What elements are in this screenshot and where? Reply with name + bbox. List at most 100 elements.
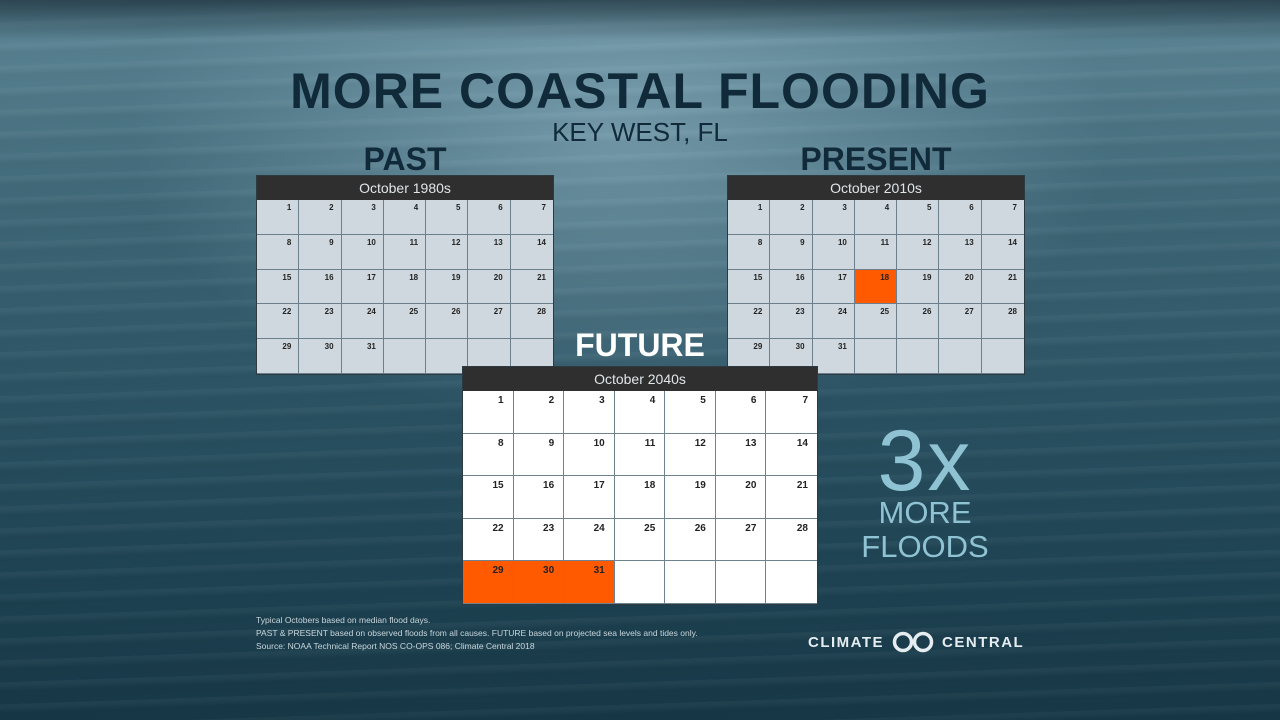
present-day-9: 9 bbox=[770, 234, 813, 270]
future-day-6: 6 bbox=[715, 391, 767, 434]
future-day-2: 2 bbox=[513, 391, 565, 434]
future-day-18: 18 bbox=[614, 476, 666, 519]
future-calendar-grid: 1 2 3 4 5 6 7 8 9 10 11 12 13 14 15 16 17 18 19 20 21 22 23 24 2… bbox=[463, 391, 817, 604]
past-day-12: 12 bbox=[426, 234, 469, 270]
present-day-19: 19 bbox=[897, 269, 940, 305]
future-day-28: 28 bbox=[766, 518, 817, 562]
future-day-16: 16 bbox=[513, 476, 565, 519]
present-day-31: 31 bbox=[812, 339, 855, 374]
footnotes: Typical Octobers based on median flood d… bbox=[256, 614, 698, 653]
future-heading: FUTURE bbox=[575, 327, 705, 363]
future-calendar: October 2040s 1 2 3 4 5 6 7 8 9 10 11 12 13 14 15 16 17 1… bbox=[462, 366, 818, 605]
present-empty-cell bbox=[854, 339, 898, 374]
past-day-23: 23 bbox=[299, 304, 342, 340]
present-heading: PRESENT bbox=[800, 141, 952, 177]
present-day-12: 12 bbox=[897, 234, 940, 270]
page-subtitle: KEY WEST, FL bbox=[552, 117, 728, 147]
future-day-17: 17 bbox=[564, 476, 615, 519]
past-day-6: 6 bbox=[468, 200, 511, 235]
future-day-5: 5 bbox=[665, 391, 716, 434]
present-day-5: 5 bbox=[897, 200, 940, 235]
past-day-10: 10 bbox=[341, 234, 384, 270]
past-day-30: 30 bbox=[299, 339, 342, 374]
future-day-1: 1 bbox=[463, 391, 514, 434]
present-empty-cell bbox=[981, 339, 1024, 374]
present-day-25: 25 bbox=[854, 304, 898, 340]
present-calendar: October 2010s 1 2 3 4 5 6 7 8 9 10 11 12 13 14 15 16 17 1… bbox=[727, 175, 1025, 375]
present-day-22: 22 bbox=[728, 304, 771, 340]
future-day-4: 4 bbox=[614, 391, 666, 434]
past-day-7: 7 bbox=[510, 200, 553, 235]
future-day-3: 3 bbox=[564, 391, 615, 434]
future-day-15: 15 bbox=[463, 476, 514, 519]
footnote-source: Source: NOAA Technical Report NOS CO-OPS… bbox=[256, 641, 535, 651]
future-day-26: 26 bbox=[665, 518, 716, 562]
past-day-11: 11 bbox=[383, 234, 427, 270]
present-day-7: 7 bbox=[981, 200, 1024, 235]
future-day-25: 25 bbox=[614, 518, 666, 562]
past-day-2: 2 bbox=[299, 200, 342, 235]
future-day-27: 27 bbox=[715, 518, 767, 562]
future-day-12: 12 bbox=[665, 433, 716, 477]
future-day-9: 9 bbox=[513, 433, 565, 477]
future-day-22: 22 bbox=[463, 518, 514, 562]
past-day-13: 13 bbox=[468, 234, 511, 270]
present-day-26: 26 bbox=[897, 304, 940, 340]
past-day-3: 3 bbox=[341, 200, 384, 235]
past-day-29: 29 bbox=[257, 339, 300, 374]
past-day-26: 26 bbox=[426, 304, 469, 340]
past-day-8: 8 bbox=[257, 234, 300, 270]
future-day-30: 30 bbox=[513, 561, 565, 604]
present-month-label: October 2010s bbox=[728, 176, 1024, 200]
logo-text-right: CENTRAL bbox=[942, 633, 1025, 651]
present-calendar-grid: 1 2 3 4 5 6 7 8 9 10 11 12 13 14 15 16 17 18 19 20 21 22 23 24 2… bbox=[728, 200, 1024, 374]
more-floods-callout: MORE FLOODS bbox=[830, 496, 1020, 564]
past-day-14: 14 bbox=[510, 234, 553, 270]
footnote-2: PAST & PRESENT based on observed floods … bbox=[256, 628, 698, 638]
future-month-label: October 2040s bbox=[463, 367, 817, 391]
present-day-21: 21 bbox=[981, 269, 1024, 305]
future-day-31: 31 bbox=[564, 561, 615, 604]
past-day-24: 24 bbox=[341, 304, 384, 340]
future-day-21: 21 bbox=[766, 476, 817, 519]
future-empty-cell bbox=[715, 561, 767, 604]
future-day-23: 23 bbox=[513, 518, 565, 562]
present-day-14: 14 bbox=[981, 234, 1024, 270]
present-day-24: 24 bbox=[812, 304, 855, 340]
present-day-6: 6 bbox=[939, 200, 982, 235]
callout-line-1: MORE bbox=[878, 495, 972, 530]
past-day-20: 20 bbox=[468, 269, 511, 305]
present-day-28: 28 bbox=[981, 304, 1024, 340]
multiplier-callout: 3x bbox=[877, 413, 973, 509]
water-surface bbox=[0, 0, 1280, 40]
future-day-7: 7 bbox=[766, 391, 817, 434]
present-day-18: 18 bbox=[854, 269, 898, 305]
present-day-13: 13 bbox=[939, 234, 982, 270]
present-empty-cell bbox=[939, 339, 982, 374]
past-day-28: 28 bbox=[510, 304, 553, 340]
present-day-11: 11 bbox=[854, 234, 898, 270]
past-day-1: 1 bbox=[257, 200, 300, 235]
future-day-29: 29 bbox=[463, 561, 514, 604]
logo-text-left: CLIMATE bbox=[808, 633, 885, 651]
future-empty-cell bbox=[766, 561, 817, 604]
past-day-16: 16 bbox=[299, 269, 342, 305]
present-day-15: 15 bbox=[728, 269, 771, 305]
present-day-27: 27 bbox=[939, 304, 982, 340]
past-day-15: 15 bbox=[257, 269, 300, 305]
future-day-24: 24 bbox=[564, 518, 615, 562]
past-empty-cell bbox=[426, 339, 469, 374]
future-empty-cell bbox=[665, 561, 716, 604]
future-day-8: 8 bbox=[463, 433, 514, 477]
past-heading: PAST bbox=[363, 141, 447, 177]
callout-line-2: FLOODS bbox=[861, 529, 989, 564]
future-empty-cell bbox=[614, 561, 666, 604]
past-empty-cell bbox=[383, 339, 427, 374]
present-day-20: 20 bbox=[939, 269, 982, 305]
future-day-14: 14 bbox=[766, 433, 817, 477]
past-day-27: 27 bbox=[468, 304, 511, 340]
present-day-17: 17 bbox=[812, 269, 855, 305]
footnote-1: Typical Octobers based on median flood d… bbox=[256, 615, 431, 625]
present-day-4: 4 bbox=[854, 200, 898, 235]
future-day-20: 20 bbox=[715, 476, 767, 519]
